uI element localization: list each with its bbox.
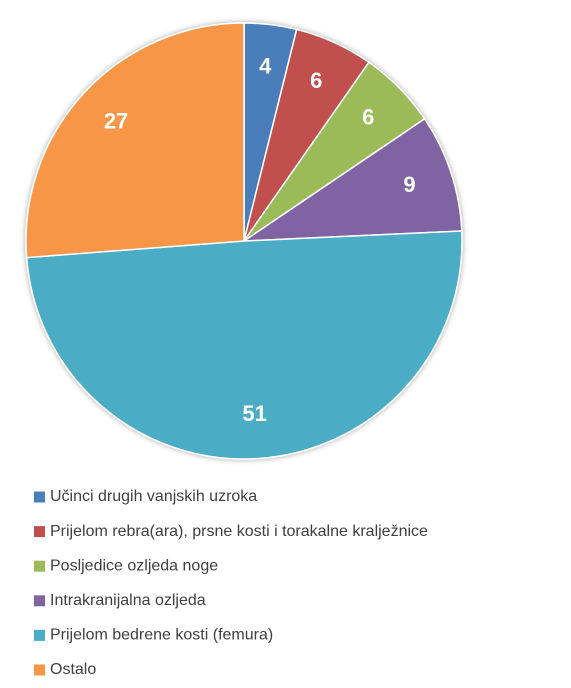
pie (25, 22, 463, 460)
pie-slice (25, 230, 463, 460)
data-label: 51 (242, 401, 266, 426)
legend-swatch (34, 629, 45, 641)
legend-label: Posljedice ozljeda noge (50, 557, 218, 574)
legend-label: Prijelom bedrene kosti (femura) (50, 627, 273, 644)
legend-swatch (34, 664, 45, 676)
legend-swatch (34, 491, 45, 503)
data-label: 4 (259, 54, 272, 79)
legend-swatch (34, 560, 45, 572)
legend-swatch (34, 526, 45, 538)
data-label: 6 (362, 104, 374, 129)
pie-slice (25, 22, 245, 259)
legend-swatch (34, 595, 45, 607)
legend-label: Prijelom rebra(ara), prsne kosti i torak… (50, 523, 428, 540)
legend-label: Intrakranijalna ozljeda (50, 592, 206, 609)
data-label: 9 (403, 172, 415, 197)
legend-label: Učinci drugih vanjskih uzroka (50, 488, 257, 505)
data-label: 27 (104, 108, 128, 133)
pie-slice (241, 117, 463, 242)
data-label: 6 (310, 68, 322, 93)
legend-label: Ostalo (50, 661, 96, 678)
